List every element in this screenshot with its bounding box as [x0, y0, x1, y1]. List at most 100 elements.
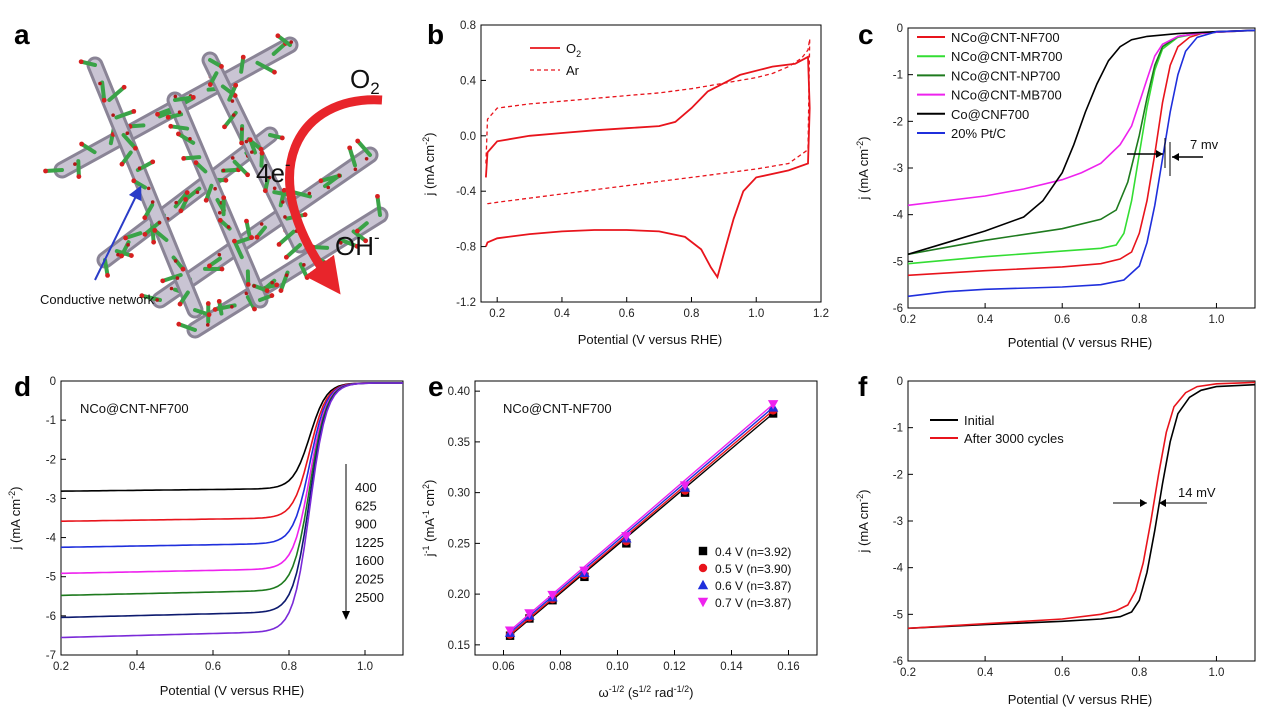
surface-group: [176, 322, 197, 332]
surface-group: [244, 219, 252, 240]
conductive-network-illustration: [43, 33, 389, 339]
y-tick-label: 0.0: [460, 131, 476, 143]
dopant-site-dot: [284, 273, 289, 277]
y-tick-label: 0: [897, 376, 903, 388]
x-tick-label: 0.6: [1054, 314, 1070, 326]
legend-label: 0.7 V (n=3.87): [715, 596, 791, 610]
x-tick-label: 0.06: [492, 661, 514, 673]
dopant-site-dot: [250, 150, 254, 154]
oxygen-site-dot: [203, 197, 209, 203]
dopant-site-dot: [175, 276, 180, 280]
axis-ticks: 0.06 0.08 0.10 0.12 0.14 0.16 0.15 0.20 0.25 0.30…: [448, 386, 800, 673]
data-point: [698, 546, 708, 556]
dopant-site-dot: [231, 113, 236, 117]
data-point: [767, 400, 779, 410]
panel-letter-f: f: [858, 371, 868, 402]
oxygen-site-dot: [165, 114, 171, 120]
oxygen-site-dot: [168, 123, 174, 129]
y-tick-label: 0.20: [448, 589, 470, 601]
oxygen-site-dot: [176, 321, 182, 327]
surface-group: [275, 33, 292, 47]
surface-group: [114, 109, 136, 120]
x-tick-label: 1.0: [1208, 667, 1224, 679]
y-tick-label: 0.15: [448, 640, 470, 652]
shift-label: 14 mV: [1178, 485, 1216, 500]
x-tick-label: 0.2: [53, 661, 69, 673]
oxygen-site-dot: [150, 159, 156, 165]
oxygen-site-dot: [347, 145, 353, 151]
legend: 0.4 V (n=3.92) 0.5 V (n=3.90) 0.6 V (n=3.8…: [697, 545, 791, 610]
surface-group: [168, 124, 190, 131]
series-line: [907, 381, 1256, 630]
y-tick-label: 0.8: [460, 20, 476, 32]
surface-group: [173, 95, 196, 102]
dopant-site-dot: [213, 186, 217, 191]
surface-group: [347, 145, 357, 168]
oxygen-site-dot: [249, 235, 255, 240]
oxygen-site-dot: [219, 266, 225, 272]
surface-group: [142, 203, 155, 220]
panel-letter-e: e: [428, 371, 444, 402]
panel-b-cv-plot: b 0.2 0.4 0.6 0.8 1.0 1.2-1.2-0.8-0.40.00.40.…: [421, 19, 829, 347]
x-tick-label: 0.6: [205, 661, 221, 673]
oxygen-site-dot: [363, 238, 369, 244]
surface-group: [76, 159, 81, 179]
dopant-site-dot: [226, 225, 231, 229]
data-point: [504, 626, 516, 636]
oxygen-site-dot: [221, 195, 227, 201]
dopant-site-dot: [364, 156, 369, 161]
dopant-site-dot: [157, 220, 162, 225]
y-tick-label: -5: [46, 572, 56, 584]
legend-label: Co@CNF700: [951, 107, 1029, 122]
surface-group: [271, 41, 288, 56]
oxygen-site-dot: [160, 278, 166, 284]
series-line-2500-rpm: [60, 382, 403, 639]
legend-label: 0.5 V (n=3.90): [715, 562, 791, 576]
rpm-label: 625: [355, 498, 377, 513]
oxygen-site-dot: [205, 301, 211, 306]
x-tick-label: 1.2: [813, 308, 829, 320]
oxygen-site-dot: [131, 178, 137, 184]
dopant-site-dot: [302, 263, 306, 267]
x-tick-label: 0.4: [129, 661, 146, 673]
x-tick-label: 1.0: [357, 661, 373, 673]
surface-group: [160, 273, 183, 283]
dopant-site-dot: [267, 175, 272, 180]
surface-group: [107, 85, 127, 102]
x-tick-label: 0.2: [900, 314, 916, 326]
oxygen-site-dot: [233, 82, 239, 88]
o2-label: O2: [350, 64, 380, 98]
oxygen-site-dot: [274, 282, 280, 288]
oxygen-site-dot: [119, 253, 124, 259]
x-tick-label: 1.0: [748, 308, 764, 320]
dopant-site-dot: [337, 173, 342, 178]
panel-e-koutecky-levich: e 0.06 0.08 0.10 0.12 0.14 0.160.150.200.250.…: [421, 371, 818, 700]
dopant-site-dot: [155, 298, 159, 302]
x-axis-title: Potential (V versus RHE): [1008, 692, 1153, 707]
dopant-site-dot: [137, 166, 142, 171]
surface-group: [318, 173, 342, 183]
dopant-site-dot: [270, 280, 274, 285]
x-tick-label: 1.0: [1208, 314, 1224, 326]
oxygen-site-dot: [302, 212, 308, 218]
x-axis-title: Potential (V versus RHE): [578, 332, 723, 347]
y-tick-label: -3: [893, 516, 903, 528]
oxygen-site-dot: [142, 231, 148, 237]
dopant-site-dot: [125, 131, 130, 136]
x-tick-label: 0.2: [489, 308, 505, 320]
plot-frame: [480, 24, 822, 303]
rpm-label: 400: [355, 480, 377, 495]
x-tick-label: 0.8: [281, 661, 297, 673]
panel-letter-a: a: [14, 19, 30, 50]
oxygen-site-dot: [119, 161, 125, 167]
oxygen-site-dot: [262, 188, 268, 194]
y-tick-label: 0.30: [448, 488, 470, 500]
dopant-site-dot: [230, 304, 234, 309]
electrons-label: 4e-: [256, 155, 291, 188]
oxygen-site-dot: [207, 263, 212, 269]
surface-group: [176, 131, 196, 145]
dopant-site-dot: [230, 156, 235, 160]
y-tick-label: 0: [50, 376, 56, 388]
series-curves: [485, 38, 811, 280]
data-point: [697, 579, 709, 590]
